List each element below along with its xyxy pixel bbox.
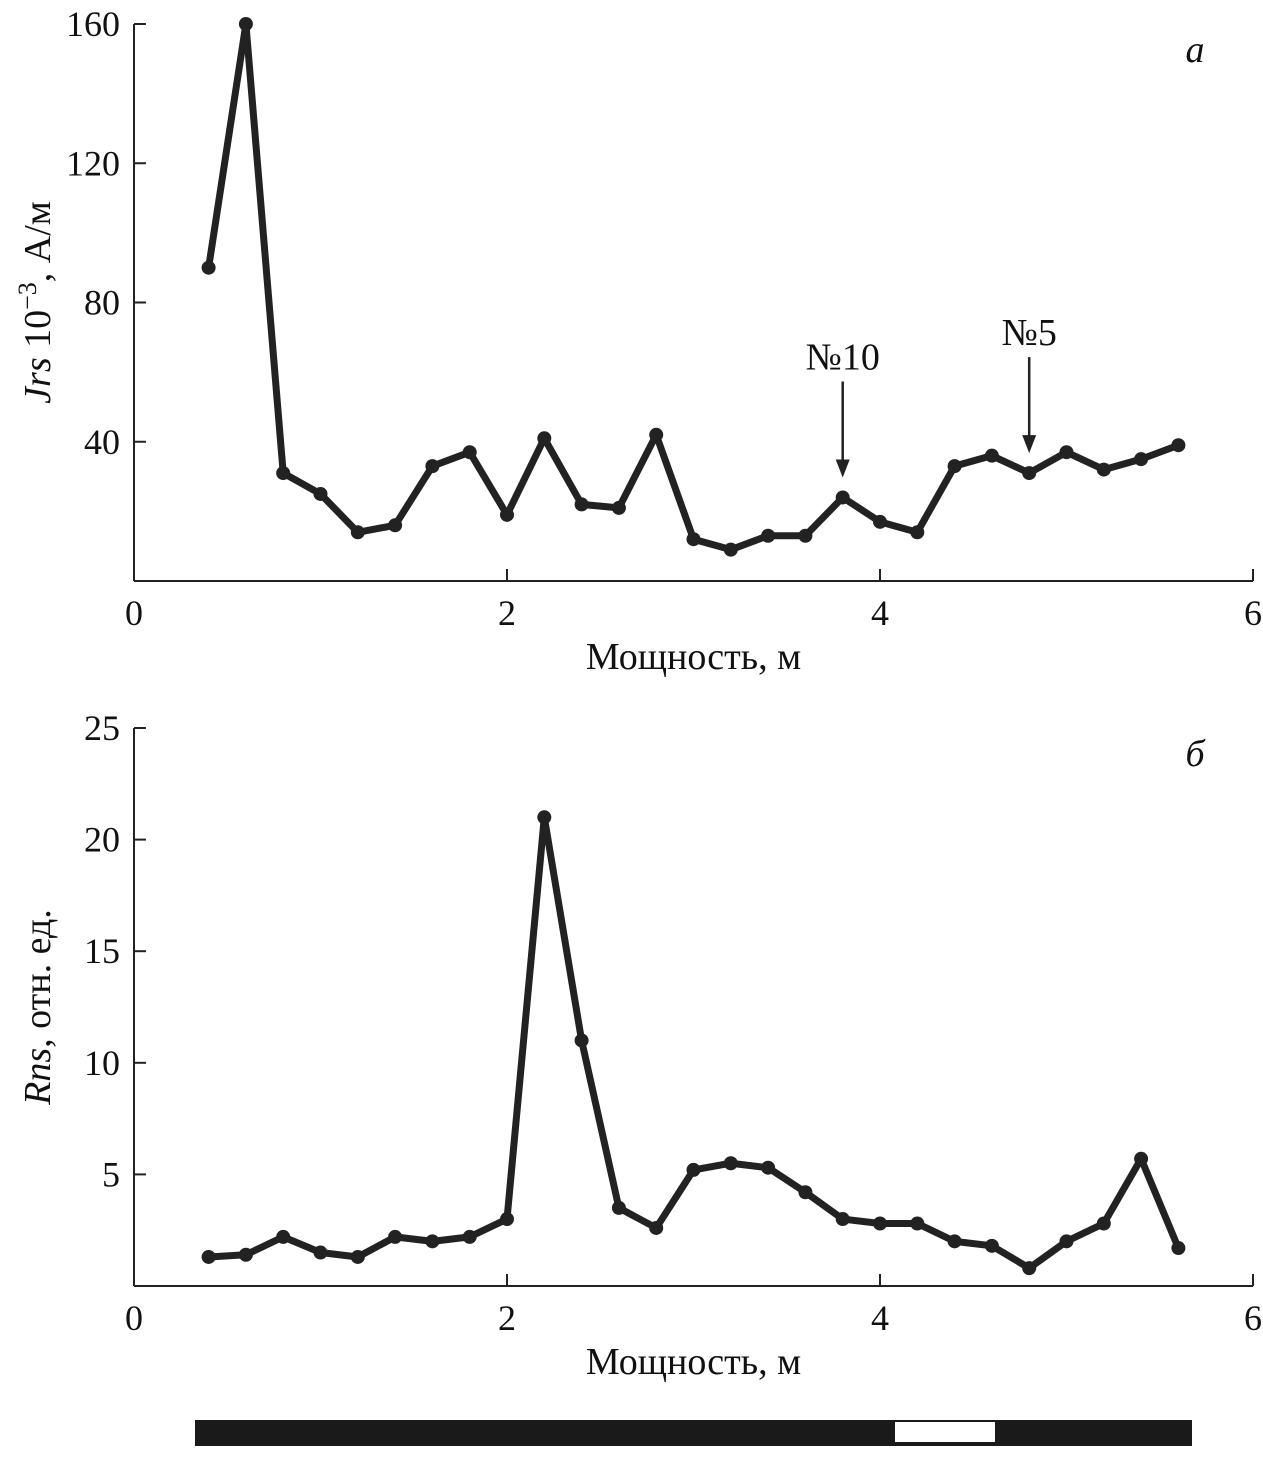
y-tick-label: 120 [66, 143, 120, 183]
data-point [761, 1160, 776, 1175]
data-point [201, 1249, 216, 1264]
data-point [462, 445, 477, 460]
data-series-line [205, 813, 1182, 1272]
data-point [462, 1229, 477, 1244]
data-point [723, 1156, 738, 1171]
data-point [350, 525, 365, 540]
data-point [313, 486, 328, 501]
y-axis-title-exponent: −3 [13, 282, 42, 310]
y-tick-label: 10 [84, 1043, 120, 1083]
scale-bar-black [195, 1420, 1192, 1446]
y-tick-label: 40 [84, 422, 120, 462]
data-point [873, 1216, 887, 1231]
data-point [537, 431, 552, 446]
bottom-scale-bar [195, 1420, 1192, 1446]
x-tick-label: 2 [498, 593, 516, 633]
y-axis-title: Rns, отн. ед. [17, 909, 59, 1106]
data-point [649, 1220, 664, 1235]
y-axis-title-text: , отн. ед. [17, 909, 59, 1048]
data-point [537, 810, 552, 825]
data-point [574, 497, 589, 512]
data-point [500, 1212, 514, 1227]
x-tick-label: 0 [125, 1298, 143, 1338]
data-point [873, 514, 887, 529]
x-tick-label: 6 [1244, 593, 1262, 633]
y-tick-label: 15 [84, 931, 120, 971]
data-point [1171, 438, 1186, 453]
data-point [276, 1229, 291, 1244]
data-point [798, 1185, 813, 1200]
data-point [947, 459, 962, 474]
data-point [1022, 1261, 1037, 1276]
data-point [500, 507, 514, 522]
data-point [425, 459, 440, 474]
data-point [276, 466, 291, 481]
annotation-label: №5 [1002, 312, 1057, 354]
data-point [686, 1162, 701, 1177]
x-axis-title: Мощность, м [586, 1341, 801, 1383]
data-point [388, 518, 403, 533]
scale-bar-white-segment [895, 1422, 995, 1442]
data-point [910, 1216, 925, 1231]
annotation-label: №10 [806, 336, 880, 378]
data-point [1171, 1241, 1186, 1256]
y-axis-title-unit: , А/м [17, 201, 59, 282]
data-point [835, 490, 850, 505]
data-point [238, 17, 253, 31]
data-point [238, 1247, 253, 1262]
x-tick-label: 0 [125, 593, 143, 633]
panel-letter: a [1186, 29, 1205, 71]
data-point [1134, 1151, 1149, 1166]
chart-panel-a: 0 2 4 6 40 80 120 160 Мощность, м Jrs 10−3, А/м a №… [13, 4, 1262, 678]
x-axis-title: Мощность, м [586, 636, 801, 678]
data-point [984, 1238, 999, 1253]
y-axis-title: Jrs 10−3, А/м [13, 201, 59, 404]
data-point [1022, 466, 1037, 481]
x-tick-label: 2 [498, 1298, 516, 1338]
annotation-arrow-head [1022, 435, 1037, 454]
data-point [1059, 445, 1074, 460]
data-point [1096, 462, 1111, 477]
data-point [350, 1249, 365, 1264]
x-tick-label: 6 [1244, 1298, 1262, 1338]
data-point [1134, 452, 1149, 467]
data-point [425, 1234, 440, 1249]
y-axis-title-text: 10 [17, 310, 59, 358]
panel-letter: б [1185, 733, 1206, 775]
y-axis-title-variable: Rns [17, 1048, 59, 1106]
data-point [723, 542, 738, 557]
y-tick-label: 20 [84, 820, 120, 860]
y-tick-label: 80 [84, 283, 120, 323]
annotation-arrow-head [835, 459, 850, 478]
data-point [910, 525, 925, 540]
data-point [761, 528, 776, 543]
y-tick-label: 160 [66, 4, 120, 44]
data-point [313, 1245, 328, 1260]
data-point [798, 528, 813, 543]
data-point [574, 1033, 589, 1048]
y-tick-label: 5 [102, 1154, 120, 1194]
data-point [984, 448, 999, 463]
data-point [388, 1229, 403, 1244]
x-tick-label: 4 [871, 1298, 889, 1338]
data-point [649, 427, 664, 442]
y-tick-label: 25 [84, 708, 120, 748]
data-point [947, 1234, 962, 1249]
y-axis-title-variable: Jrs [17, 357, 59, 403]
chart-panel-b: 0 2 4 6 5 10 15 20 25 Мощность, м Rns, отн. ед. б [17, 708, 1262, 1383]
data-point [1059, 1234, 1074, 1249]
x-tick-label: 4 [871, 593, 889, 633]
data-point [611, 500, 626, 515]
data-point [686, 532, 701, 547]
data-point [835, 1212, 850, 1227]
data-point [611, 1200, 626, 1215]
data-point [1096, 1216, 1111, 1231]
data-point [201, 260, 216, 275]
